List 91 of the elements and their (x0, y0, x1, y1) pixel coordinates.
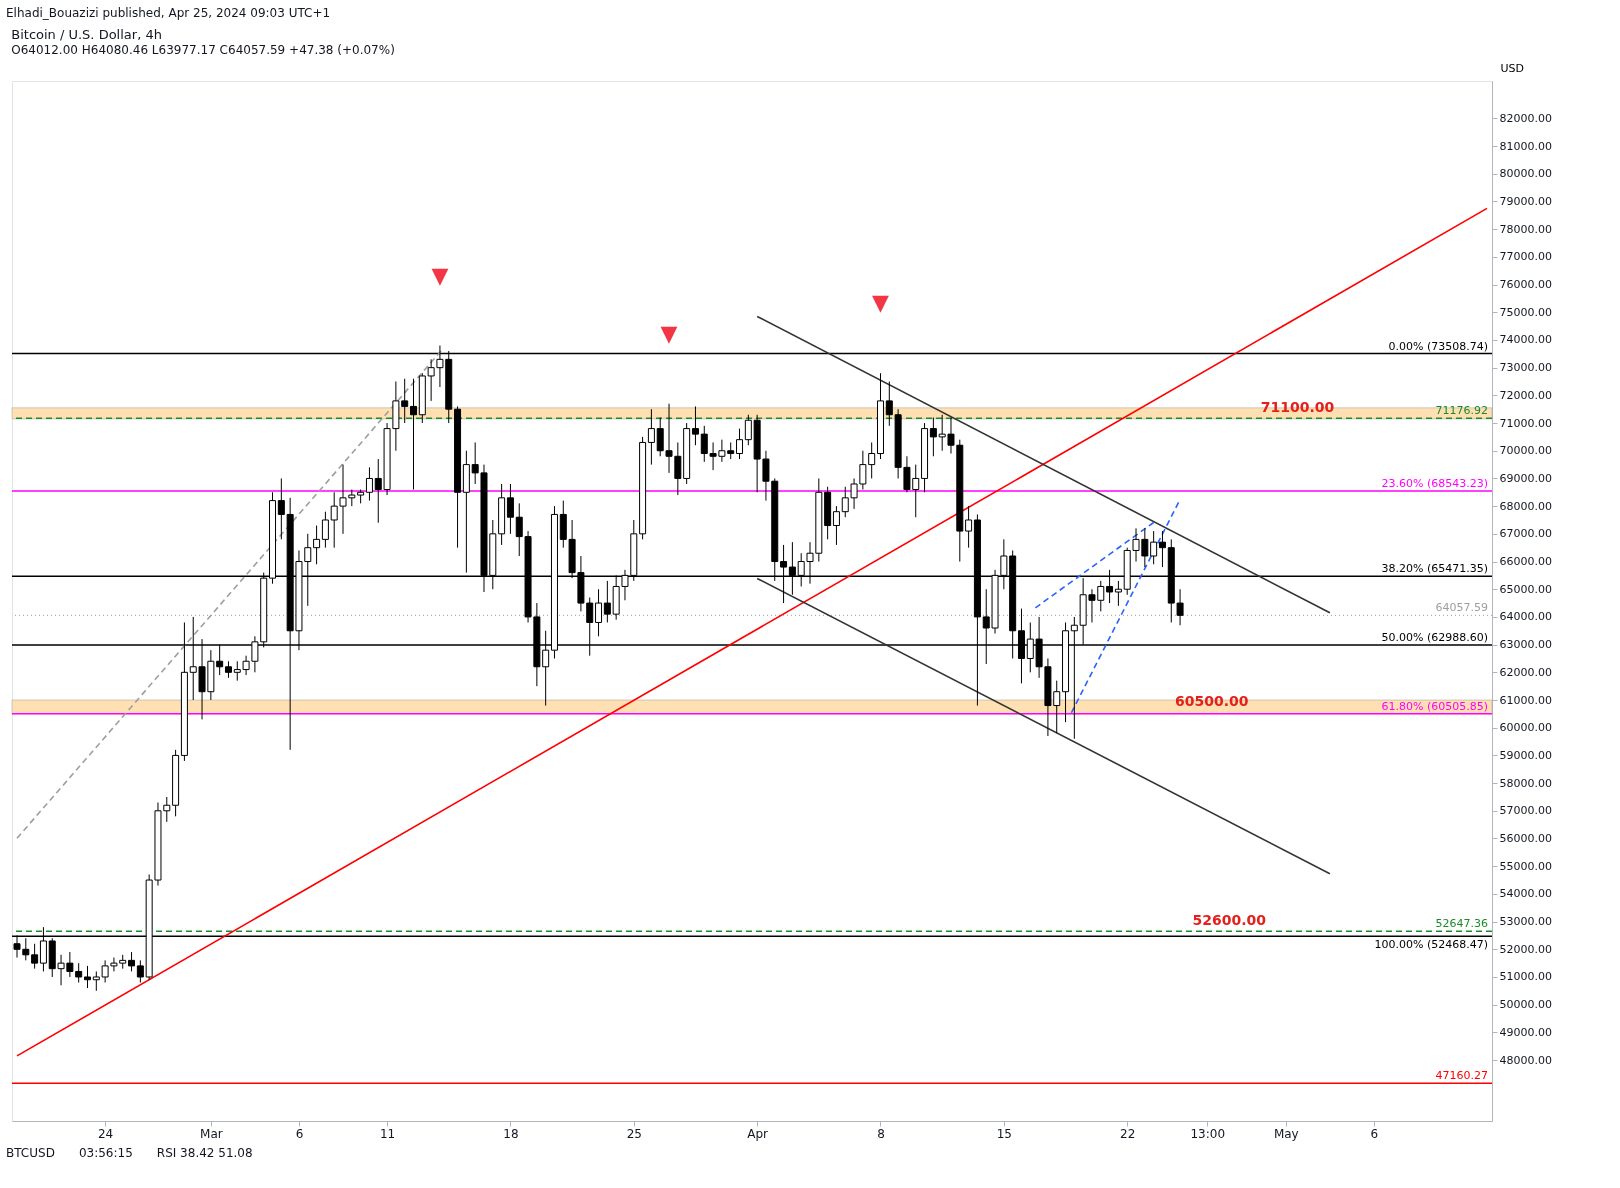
annotation: 60500.00 (1174, 692, 1249, 709)
y-tick-label: 65000.00 (1499, 582, 1552, 596)
candlestick (691, 405, 699, 446)
ref-line-label: 0.00% (73508.74) (1388, 339, 1488, 353)
ref-line-label: 47160.27 (1435, 1069, 1488, 1083)
candlestick (410, 378, 417, 491)
y-tick-label: 82000.00 (1499, 111, 1552, 125)
y-tick-label: 71000.00 (1499, 416, 1552, 430)
ref-line-label: 50.00% (62988.60) (1381, 630, 1488, 644)
y-tick-label: 53000.00 (1499, 915, 1552, 929)
annotation: 71100.00 (1260, 399, 1335, 416)
candlestick (506, 483, 514, 535)
x-tick-label: 6 (295, 1126, 304, 1141)
y-tick-label: 75000.00 (1499, 305, 1552, 319)
ref-line-label: 38.20% (65471.35) (1381, 562, 1488, 576)
chart-subtitle: O64012.00 H64080.46 L63977.17 C64057.59 +47.38 (+0.07%) (11, 43, 395, 57)
ref-line-label: 100.00% (52468.47) (1374, 938, 1488, 952)
y-tick-label: 66000.00 (1499, 555, 1552, 569)
y-tick-label: 48000.00 (1499, 1053, 1552, 1067)
annotation: ▼ (660, 320, 678, 346)
annotation: ▼ (431, 262, 449, 288)
candlestick (83, 965, 91, 989)
x-tick-label: Apr (747, 1126, 769, 1141)
y-tick-label: 76000.00 (1499, 278, 1552, 292)
candlestick (1158, 530, 1166, 568)
text: 03:56:15 (78, 1146, 133, 1160)
y-tick-label: 77000.00 (1499, 250, 1552, 264)
y-tick-label: 60000.00 (1499, 721, 1552, 735)
y-tick-label: 70000.00 (1499, 444, 1552, 458)
y-tick-label: 81000.00 (1499, 139, 1552, 153)
y-tick-label: 73000.00 (1499, 361, 1552, 375)
candlestick (603, 580, 611, 623)
ref-line-label: 64057.59 (1435, 601, 1488, 615)
x-tick-label: 15 (996, 1126, 1012, 1141)
x-tick-label: May (1273, 1126, 1299, 1141)
y-tick-label: 61000.00 (1499, 693, 1552, 707)
y-tick-label: 56000.00 (1499, 832, 1552, 845)
y-tick-label: 74000.00 (1499, 333, 1552, 347)
text: Elhadi_Bouazizi published, Apr 25, 2024 09:03 UTC+1 (6, 6, 332, 22)
ref-line-label: 52647.36 (1435, 917, 1488, 931)
y-tick-label: 49000.00 (1499, 1025, 1552, 1039)
text: RSI 38.42 51.08 (156, 1146, 253, 1160)
annotation: ▼ (872, 290, 890, 316)
y-tick-label: 64000.00 (1499, 610, 1552, 624)
x-tick-label: 24 (97, 1126, 114, 1141)
ref-line-label: 23.60% (68543.23) (1381, 477, 1488, 491)
y-tick-label: 58000.00 (1499, 776, 1552, 790)
candlestick (965, 505, 973, 549)
candlestick (595, 588, 603, 637)
candlestick (31, 943, 39, 970)
candlestick (136, 959, 144, 984)
y-axis-title: USD (1500, 61, 1525, 75)
annotation: 52600.00 (1192, 911, 1267, 928)
y-tick-label: 68000.00 (1499, 499, 1552, 513)
candlestick (313, 525, 321, 565)
x-tick-label: 22 (1120, 1126, 1136, 1141)
x-tick-label: 6 (1370, 1126, 1379, 1141)
y-tick-label: 79000.00 (1499, 194, 1552, 208)
y-tick-label: 55000.00 (1499, 859, 1552, 873)
y-tick-label: 51000.00 (1499, 970, 1552, 984)
x-tick-label: 8 (877, 1126, 885, 1141)
x-tick-label: 13:00 (1190, 1126, 1226, 1141)
candlestick (832, 505, 840, 546)
x-tick-label: 18 (503, 1126, 519, 1141)
y-tick-label: 78000.00 (1499, 222, 1552, 236)
y-tick-label: 69000.00 (1499, 471, 1552, 485)
y-tick-label: 67000.00 (1499, 527, 1552, 541)
candlestick (1150, 530, 1158, 565)
x-tick-label: 25 (626, 1126, 642, 1141)
ref-line-label: 61.80% (60505.85) (1381, 699, 1488, 713)
y-tick-label: 52000.00 (1499, 942, 1552, 956)
y-tick-label: 57000.00 (1499, 804, 1552, 818)
y-tick-label: 72000.00 (1499, 388, 1552, 402)
y-tick-label: 62000.00 (1499, 665, 1552, 679)
candlestick (365, 466, 373, 502)
x-tick-label: Mar (200, 1126, 223, 1141)
x-tick-label: 11 (379, 1126, 396, 1141)
y-tick-label: 80000.00 (1499, 167, 1552, 181)
candlestick (647, 408, 655, 466)
candlestick (929, 417, 937, 457)
text: BTCUSD (6, 1146, 55, 1160)
y-tick-label: 59000.00 (1499, 748, 1552, 762)
ref-line-label: 71176.92 (1435, 404, 1488, 418)
candlestick (1114, 580, 1122, 607)
candlestick (128, 951, 136, 972)
y-tick-label: 50000.00 (1499, 998, 1552, 1012)
candlestick (736, 428, 744, 460)
y-tick-label: 63000.00 (1499, 638, 1552, 652)
chart-title: Bitcoin / U.S. Dollar, 4h (11, 27, 162, 42)
candlestick (321, 511, 329, 549)
y-tick-label: 54000.00 (1499, 887, 1552, 901)
